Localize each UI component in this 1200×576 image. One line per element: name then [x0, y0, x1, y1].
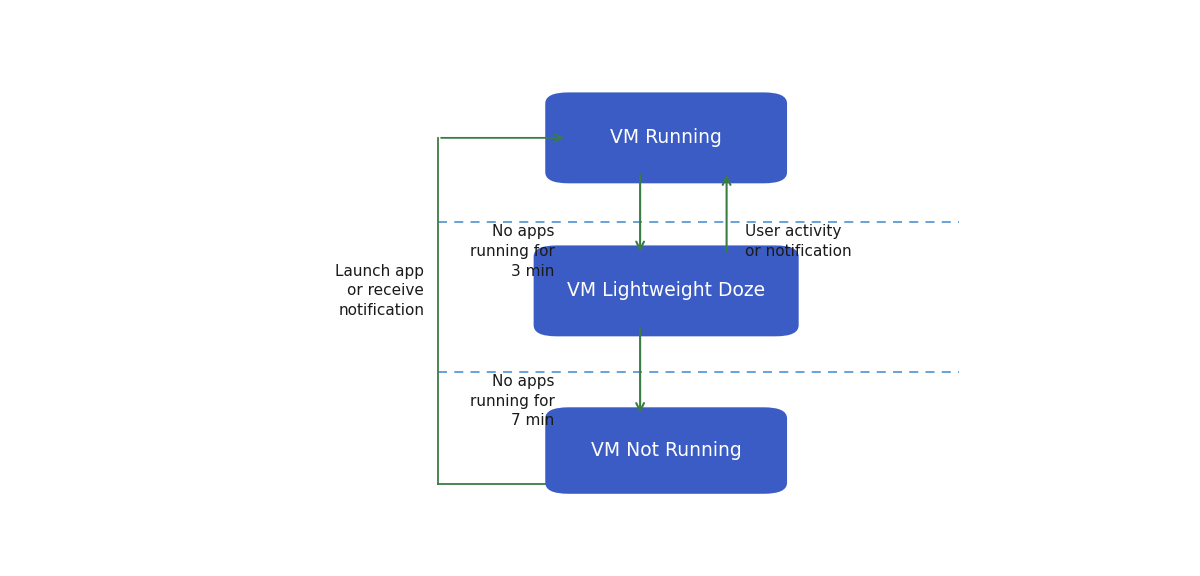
Text: VM Running: VM Running — [611, 128, 722, 147]
FancyBboxPatch shape — [534, 245, 799, 336]
Text: No apps
running for
3 min: No apps running for 3 min — [469, 224, 554, 279]
Text: VM Not Running: VM Not Running — [590, 441, 742, 460]
Text: VM Lightweight Doze: VM Lightweight Doze — [568, 282, 766, 300]
Text: User activity
or notification: User activity or notification — [745, 224, 852, 259]
FancyBboxPatch shape — [545, 92, 787, 183]
Text: No apps
running for
7 min: No apps running for 7 min — [469, 374, 554, 429]
FancyBboxPatch shape — [545, 407, 787, 494]
Text: Launch app
or receive
notification: Launch app or receive notification — [335, 264, 425, 318]
